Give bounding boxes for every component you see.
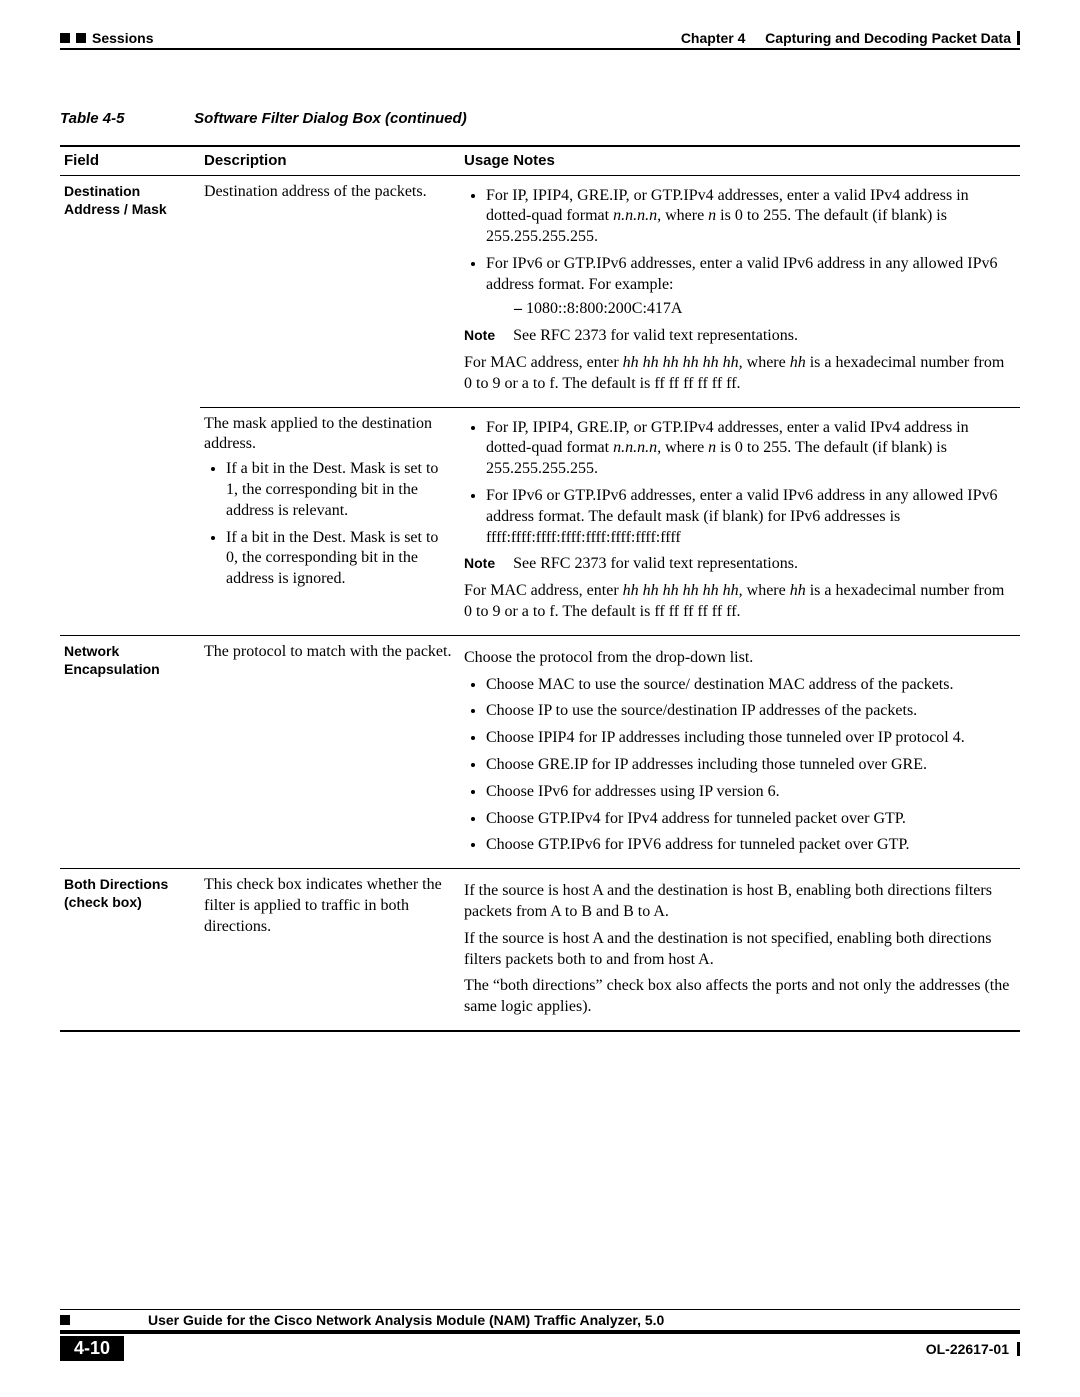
bullet: Choose GRE.IP for IP addresses including… — [486, 755, 1012, 776]
page-number: 4-10 — [60, 1336, 124, 1361]
table-title: Software Filter Dialog Box (continued) — [194, 110, 467, 127]
mac-paragraph: For MAC address, enter hh hh hh hh hh hh… — [464, 353, 1012, 395]
footer-end-bar — [1017, 1342, 1020, 1356]
desc-network-encapsulation: The protocol to match with the packet. — [200, 635, 460, 868]
note: Note See RFC 2373 for valid text represe… — [464, 326, 1012, 347]
field-dest-addr: Destination Address / Mask — [60, 175, 200, 635]
table-header-row: Field Description Usage Notes — [60, 146, 1020, 175]
usage-bullets: For IP, IPIP4, GRE.IP, or GTP.IPv4 addre… — [464, 418, 1012, 549]
dash-item: 1080::8:800:200C:417A — [514, 299, 1012, 320]
running-header: Sessions Chapter 4 Capturing and Decodin… — [60, 30, 1020, 46]
usage-both-directions: If the source is host A and the destinat… — [460, 869, 1020, 1031]
desc-bullets: If a bit in the Dest. Mask is set to 1, … — [204, 459, 452, 590]
doc-id: OL-22617-01 — [926, 1341, 1020, 1357]
footer-rule-thick — [60, 1330, 1020, 1334]
note-label: Note — [464, 555, 495, 571]
field-network-encapsulation: Network Encapsulation — [60, 635, 200, 868]
note-text: See RFC 2373 for valid text representati… — [513, 327, 798, 344]
row-dest-addr: Destination Address / Mask Destination a… — [60, 175, 1020, 407]
bullet: For IPv6 or GTP.IPv6 addresses, enter a … — [486, 486, 1012, 548]
header-chapter-title: Capturing and Decoding Packet Data — [765, 30, 1011, 46]
bullet: If a bit in the Dest. Mask is set to 1, … — [226, 459, 452, 521]
usage-network-encapsulation: Choose the protocol from the drop-down l… — [460, 635, 1020, 868]
col-usage: Usage Notes — [460, 146, 1020, 175]
bullet: Choose MAC to use the source/ destinatio… — [486, 675, 1012, 696]
note: Note See RFC 2373 for valid text represe… — [464, 554, 1012, 575]
footer-mid: User Guide for the Cisco Network Analysi… — [60, 1310, 1020, 1330]
square-icon — [76, 33, 86, 43]
row-network-encapsulation: Network Encapsulation The protocol to ma… — [60, 635, 1020, 868]
bullet: Choose GTP.IPv4 for IPv4 address for tun… — [486, 809, 1012, 830]
table-caption: Table 4-5 Software Filter Dialog Box (co… — [60, 110, 1020, 127]
usage-bullets: For IP, IPIP4, GRE.IP, or GTP.IPv4 addre… — [464, 186, 1012, 321]
page: Sessions Chapter 4 Capturing and Decodin… — [0, 0, 1080, 1397]
square-icon — [60, 1315, 70, 1325]
header-right: Chapter 4 Capturing and Decoding Packet … — [681, 30, 1020, 46]
page-footer: User Guide for the Cisco Network Analysi… — [60, 1309, 1020, 1361]
note-label: Note — [464, 327, 495, 343]
row-both-directions: Both Directions (check box) This check b… — [60, 869, 1020, 1031]
note-text: See RFC 2373 for valid text representati… — [513, 555, 798, 572]
bullet: If a bit in the Dest. Mask is set to 0, … — [226, 528, 452, 590]
header-chapter-label: Chapter 4 — [681, 30, 746, 46]
col-description: Description — [200, 146, 460, 175]
header-left: Sessions — [60, 30, 153, 46]
bullet: For IP, IPIP4, GRE.IP, or GTP.IPv4 addre… — [486, 418, 1012, 480]
bullet: For IP, IPIP4, GRE.IP, or GTP.IPv4 addre… — [486, 186, 1012, 248]
dash-list: 1080::8:800:200C:417A — [486, 299, 1012, 320]
header-rule — [60, 48, 1020, 50]
filter-table: Field Description Usage Notes Destinatio… — [60, 145, 1020, 1032]
usage-dest-addr-1: For IP, IPIP4, GRE.IP, or GTP.IPv4 addre… — [460, 175, 1020, 407]
header-section: Sessions — [92, 30, 153, 46]
paragraph: If the source is host A and the destinat… — [464, 929, 1012, 971]
footer-doc-title: User Guide for the Cisco Network Analysi… — [78, 1312, 1020, 1328]
usage-bullets: Choose MAC to use the source/ destinatio… — [464, 675, 1012, 857]
header-end-bar — [1017, 31, 1020, 45]
col-field: Field — [60, 146, 200, 175]
desc-both-directions: This check box indicates whether the fil… — [200, 869, 460, 1031]
bullet: Choose IP to use the source/destination … — [486, 701, 1012, 722]
paragraph: The “both directions” check box also aff… — [464, 976, 1012, 1018]
desc-dest-mask: The mask applied to the destination addr… — [200, 407, 460, 635]
row-dest-mask: The mask applied to the destination addr… — [60, 407, 1020, 635]
usage-lead: Choose the protocol from the drop-down l… — [464, 648, 1012, 669]
footer-bottom: 4-10 OL-22617-01 — [60, 1336, 1020, 1361]
desc-dest-addr-1: Destination address of the packets. — [200, 175, 460, 407]
field-both-directions: Both Directions (check box) — [60, 869, 200, 1031]
bullet: Choose IPIP4 for IP addresses including … — [486, 728, 1012, 749]
square-icon — [60, 33, 70, 43]
paragraph: If the source is host A and the destinat… — [464, 881, 1012, 923]
table-number: Table 4-5 — [60, 110, 190, 127]
bullet: Choose IPv6 for addresses using IP versi… — [486, 782, 1012, 803]
mac-paragraph: For MAC address, enter hh hh hh hh hh hh… — [464, 581, 1012, 623]
usage-dest-mask: For IP, IPIP4, GRE.IP, or GTP.IPv4 addre… — [460, 407, 1020, 635]
bullet: Choose GTP.IPv6 for IPV6 address for tun… — [486, 835, 1012, 856]
bullet: For IPv6 or GTP.IPv6 addresses, enter a … — [486, 254, 1012, 320]
